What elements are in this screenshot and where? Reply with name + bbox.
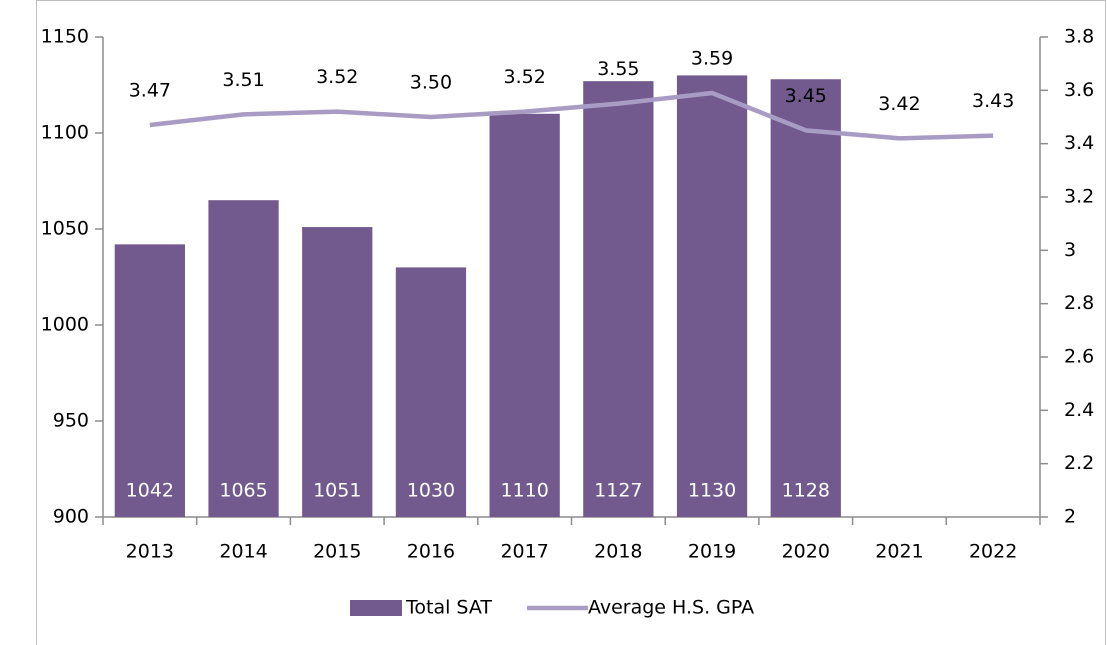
bar-value-label: 1051 xyxy=(313,480,361,502)
bar-value-label: 1065 xyxy=(219,480,267,502)
chart-frame xyxy=(36,0,1106,645)
bar xyxy=(302,227,373,517)
line-value-label: 3.50 xyxy=(410,72,452,94)
bar-value-label: 1030 xyxy=(407,480,455,502)
line-value-label: 3.59 xyxy=(691,48,733,70)
bar xyxy=(395,267,467,517)
y-tick-label: 1050 xyxy=(41,218,89,240)
y2-tick-label: 3 xyxy=(1064,239,1076,261)
bar-value-label: 1130 xyxy=(688,480,736,502)
x-tick-label: 2018 xyxy=(594,541,642,563)
x-tick-label: 2017 xyxy=(500,541,548,563)
bar xyxy=(583,81,654,517)
line-value-label: 3.47 xyxy=(129,80,171,102)
legend-label: Total SAT xyxy=(405,597,492,619)
x-tick-label: 2014 xyxy=(219,541,267,563)
x-tick-label: 2016 xyxy=(407,541,455,563)
y2-tick-label: 2 xyxy=(1064,506,1076,528)
y2-tick-label: 3.6 xyxy=(1064,79,1094,101)
x-tick-label: 2013 xyxy=(126,541,174,563)
y-tick-label: 900 xyxy=(53,506,89,528)
line-value-label: 3.42 xyxy=(878,93,920,115)
line xyxy=(149,90,994,141)
bar xyxy=(114,244,185,518)
y-tick-label: 950 xyxy=(53,410,89,432)
bar-value-label: 1127 xyxy=(594,480,642,502)
x-tick-label: 2021 xyxy=(875,541,923,563)
y2-tick-label: 2.2 xyxy=(1064,452,1094,474)
y2-tick-label: 3.8 xyxy=(1064,26,1094,48)
y2-tick-label: 2.8 xyxy=(1064,292,1094,314)
y2-tick-label: 2.6 xyxy=(1064,346,1094,368)
y-tick-label: 1000 xyxy=(41,314,89,336)
bar-value-label: 1128 xyxy=(782,480,830,502)
line-value-label: 3.51 xyxy=(222,69,264,91)
line-value-label: 3.52 xyxy=(316,66,358,88)
bar xyxy=(489,113,560,518)
x-tick-label: 2020 xyxy=(782,541,830,563)
line-value-label: 3.43 xyxy=(972,90,1014,112)
bar xyxy=(770,79,841,518)
line-value-label: 3.52 xyxy=(503,66,545,88)
line-value-label: 3.45 xyxy=(785,85,827,107)
x-tick-label: 2015 xyxy=(313,541,361,563)
bar-value-label: 1042 xyxy=(126,480,174,502)
bar xyxy=(676,75,748,518)
x-tick-label: 2022 xyxy=(969,541,1017,563)
y2-tick-label: 2.4 xyxy=(1064,399,1094,421)
bar xyxy=(208,200,279,517)
y2-tick-label: 3.4 xyxy=(1064,132,1094,154)
x-tick-label: 2019 xyxy=(688,541,736,563)
legend-label: Average H.S. GPA xyxy=(588,597,754,619)
line-value-label: 3.55 xyxy=(597,58,639,80)
bar-value-label: 1110 xyxy=(500,480,548,502)
y-tick-label: 1150 xyxy=(41,26,89,48)
legend-swatch xyxy=(350,600,402,616)
y-tick-label: 1100 xyxy=(41,122,89,144)
y2-tick-label: 3.2 xyxy=(1064,186,1094,208)
